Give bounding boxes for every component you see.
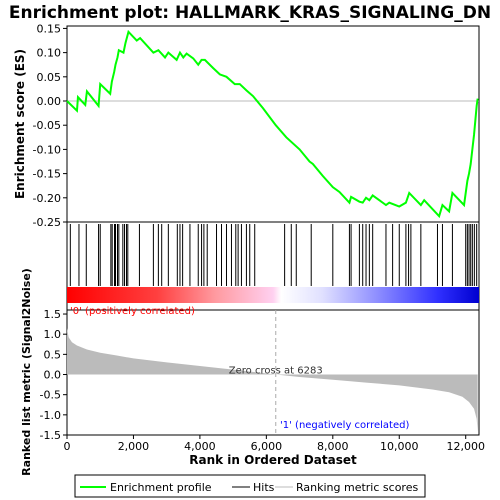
legend: Enrichment profile Hits Ranking metric s… [74,474,426,498]
hits-lines [69,224,478,286]
es-y-tick-label: 0.15 [37,22,62,35]
es-y-tick-label: -0.25 [33,216,61,229]
x-tick-label: 6,000 [251,440,283,453]
positive-correlation-label: '0' (positively correlated) [70,306,195,317]
legend-frame [74,474,426,498]
negative-correlation-label: '1' (negatively correlated) [280,420,409,431]
x-tick-label: 12,000 [446,440,485,453]
metric-y-axis-label: Ranked list metric (Signal2Noise) [20,268,33,476]
metric-y-tick-label: 1.0 [44,328,62,341]
metric-y-axis: -1.5 -1.0 -0.5 0.0 0.5 1.0 1.5 [40,308,67,442]
es-y-tick-label: -0.15 [33,168,61,181]
es-y-tick-label: 0.00 [37,95,62,108]
metric-y-tick-label: 1.5 [44,308,62,321]
legend-label-hits: Hits [253,481,275,494]
x-tick-label: 4,000 [184,440,216,453]
rank-color-bar [67,287,479,303]
es-y-tick-label: 0.05 [37,71,62,84]
es-y-axis-label: Enrichment score (ES) [13,49,27,199]
metric-y-tick-label: -0.5 [40,389,61,402]
metric-y-tick-label: 0.5 [44,348,62,361]
metric-y-tick-label: 0.0 [44,369,62,382]
es-y-tick-label: -0.20 [33,192,61,205]
legend-label-metric: Ranking metric scores [296,481,418,494]
metric-y-tick-label: -1.5 [40,429,61,442]
es-y-tick-label: -0.05 [33,119,61,132]
chart-title: Enrichment plot: HALLMARK_KRAS_SIGNALING… [9,3,491,23]
ranking-metric-area [67,328,478,432]
es-y-axis: -0.25 -0.20 -0.15 -0.10 -0.05 0.00 0.05 0.10 0.1… [33,22,67,229]
x-axis-label: Rank in Ordered Dataset [189,453,357,467]
legend-label-enrichment: Enrichment profile [110,481,212,494]
x-axis: 0 2,000 4,000 6,000 8,000 10,000 12,000 [64,435,485,453]
enrichment-profile-line [66,29,479,219]
x-tick-label: 0 [64,440,71,453]
es-y-tick-label: 0.10 [37,47,62,60]
es-panel-frame [66,25,480,223]
x-tick-label: 10,000 [380,440,419,453]
x-tick-label: 2,000 [118,440,150,453]
es-y-tick-label: -0.10 [33,143,61,156]
x-tick-label: 8,000 [317,440,349,453]
metric-y-tick-label: -1.0 [40,409,61,422]
zero-cross-label: Zero cross at 6283 [229,366,323,377]
